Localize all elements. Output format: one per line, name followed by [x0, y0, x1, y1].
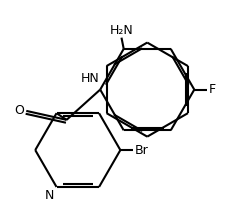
Text: N: N	[45, 189, 54, 202]
Text: O: O	[14, 104, 24, 117]
Text: Br: Br	[135, 144, 149, 157]
Text: HN: HN	[80, 72, 99, 85]
Text: F: F	[209, 83, 216, 96]
Text: H₂N: H₂N	[110, 24, 133, 37]
